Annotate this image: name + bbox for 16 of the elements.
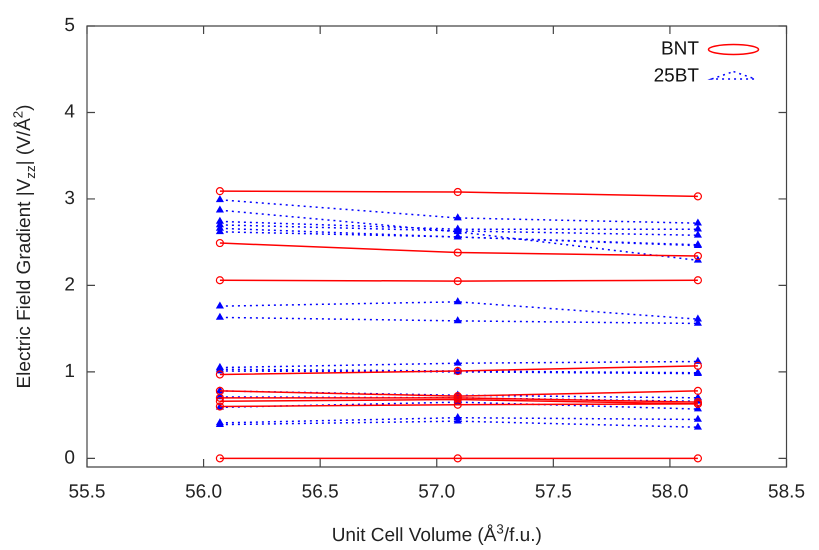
y-tick-label: 4 [64, 102, 76, 123]
x-tick-label: 58.0 [651, 482, 688, 503]
y-tick-label: 1 [64, 361, 75, 382]
y-tick-label: 3 [64, 188, 75, 210]
x-tick-label: 58.5 [768, 482, 805, 503]
x-tick-label: 56.5 [302, 482, 339, 503]
x-tick-label: 55.5 [68, 482, 106, 503]
x-tick-label: 57.0 [418, 482, 456, 503]
x-tick-label: 56.0 [185, 482, 222, 503]
legend-label: 25BT [654, 66, 700, 87]
y-tick-label: 2 [64, 274, 75, 296]
y-axis-title: Electric Field Gradient |Vzz| (V/Å2) [10, 104, 38, 388]
y-tick-label: 5 [64, 15, 75, 36]
x-tick-label: 57.5 [534, 482, 572, 503]
legend-label: BNT [661, 38, 700, 60]
y-tick-label: 0 [64, 448, 75, 469]
